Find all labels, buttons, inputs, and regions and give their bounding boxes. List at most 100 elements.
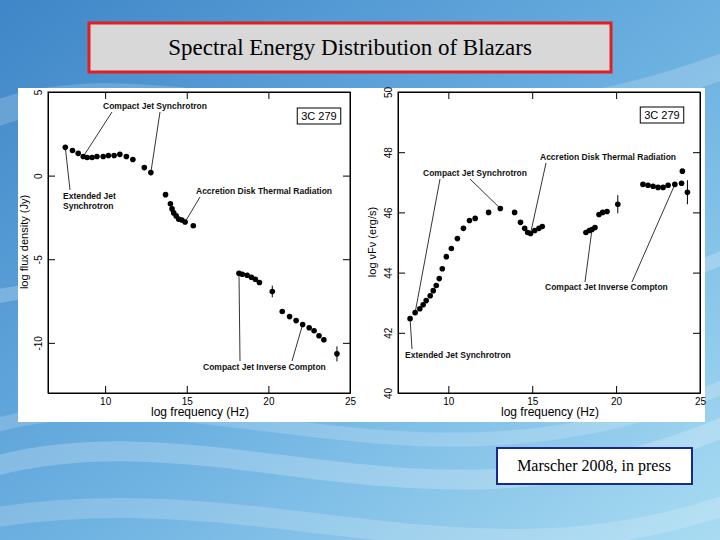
x-tick: 15 (527, 386, 539, 407)
data-point (130, 157, 136, 163)
data-point (461, 226, 467, 232)
x-tick-label: 25 (345, 396, 357, 407)
annotation: Accretion Disk Thermal Radiation (196, 186, 332, 196)
y-tick (693, 152, 700, 153)
x-axis-top-line (49, 92, 351, 93)
data-point (640, 182, 646, 188)
data-point (257, 280, 263, 286)
annotation-arrow (632, 184, 675, 282)
data-point (300, 322, 306, 328)
annotation: Extended Jet (63, 191, 116, 201)
y-tick (693, 333, 700, 334)
y-tick-label: 0 (33, 173, 44, 179)
chart-panel (18, 88, 705, 422)
x-tick (448, 92, 449, 99)
x-axis-title: log frequency (Hz) (501, 405, 599, 419)
data-point (117, 152, 123, 158)
y-axis: -10-505 (33, 89, 55, 393)
y-tick-mark (398, 333, 405, 334)
data-point (655, 185, 661, 191)
citation-box (497, 448, 692, 484)
data-point (124, 154, 130, 160)
annotations: Compact Jet SynchrotronExtended Jet Sync… (405, 152, 676, 360)
annotation: Extended Jet Synchrotron (405, 350, 511, 360)
data-point (111, 153, 117, 159)
data-point (472, 216, 478, 222)
annotation-arrow (585, 230, 592, 282)
y-tick-label: 44 (383, 267, 394, 279)
y-tick: 5 (33, 89, 55, 95)
annotation: Synchrotron (63, 201, 114, 211)
data-point (518, 220, 524, 226)
x-tick (616, 92, 617, 99)
x-tick: 15 (182, 386, 194, 407)
y-axis-right-line (700, 93, 701, 394)
x-tick-mark (105, 92, 106, 99)
y-tick-mark (398, 92, 405, 93)
data-point (680, 168, 686, 174)
data-point (239, 271, 245, 277)
data-point (665, 183, 671, 189)
x-tick (187, 92, 188, 99)
annotation-arrow (65, 147, 70, 190)
y-tick: 42 (383, 327, 405, 339)
data-points (63, 145, 340, 362)
y-tick (343, 176, 350, 177)
data-point (190, 223, 196, 229)
x-axis-top (399, 92, 701, 99)
data-point (615, 201, 621, 207)
x-axis: 10152025 (49, 386, 357, 407)
data-point (163, 192, 169, 198)
x-axis-title: log frequency (Hz) (151, 405, 249, 419)
data-point (84, 155, 90, 161)
annotation-arrow (239, 273, 240, 361)
annotation-arrow (83, 112, 112, 157)
background-stripes (0, 60, 720, 539)
y-tick-mark (693, 393, 700, 394)
x-tick-label: 10 (443, 396, 455, 407)
data-point (279, 309, 285, 315)
y-tick: 50 (383, 87, 405, 99)
y-tick-mark (48, 176, 55, 177)
data-point (427, 293, 433, 299)
annotation-arrow (151, 112, 160, 173)
data-point (168, 201, 174, 207)
y-tick-mark (693, 212, 700, 213)
x-axis-top-line (399, 92, 701, 93)
x-tick (105, 92, 106, 99)
y-tick (343, 259, 350, 260)
y-tick-label: 40 (383, 388, 394, 400)
annotations: Compact Jet SynchrotronExtended JetSynch… (63, 101, 332, 372)
data-point (433, 283, 439, 289)
y-tick: 44 (383, 267, 405, 279)
y-tick-label: 5 (33, 89, 44, 95)
y-tick-mark (693, 333, 700, 334)
data-point (423, 298, 429, 304)
data-point (679, 180, 685, 186)
y-tick-label: 50 (383, 87, 394, 99)
y-axis-right (693, 93, 701, 394)
y-tick (693, 212, 700, 213)
y-tick: -10 (33, 336, 55, 351)
y-tick-mark (343, 259, 350, 260)
x-tick: 10 (100, 386, 112, 407)
annotation-arrow (531, 163, 546, 233)
y-axis-right (343, 93, 351, 394)
annotation: Compact Jet Inverse Compton (545, 282, 668, 292)
annotation-arrow (415, 179, 440, 313)
x-axis-top (49, 92, 351, 99)
y-tick-mark (398, 273, 405, 274)
data-point (306, 325, 312, 331)
data-point (455, 236, 461, 242)
x-tick-mark (532, 92, 533, 99)
annotation-arrow (470, 179, 500, 208)
y-tick (693, 393, 700, 394)
y-tick-mark (693, 92, 700, 93)
y-tick (343, 92, 350, 93)
title-box (89, 23, 611, 72)
panel-label-box (297, 108, 340, 124)
data-point (512, 210, 518, 216)
y-tick-label: 48 (383, 147, 394, 159)
y-tick-mark (398, 152, 405, 153)
y-axis-line (398, 93, 399, 394)
